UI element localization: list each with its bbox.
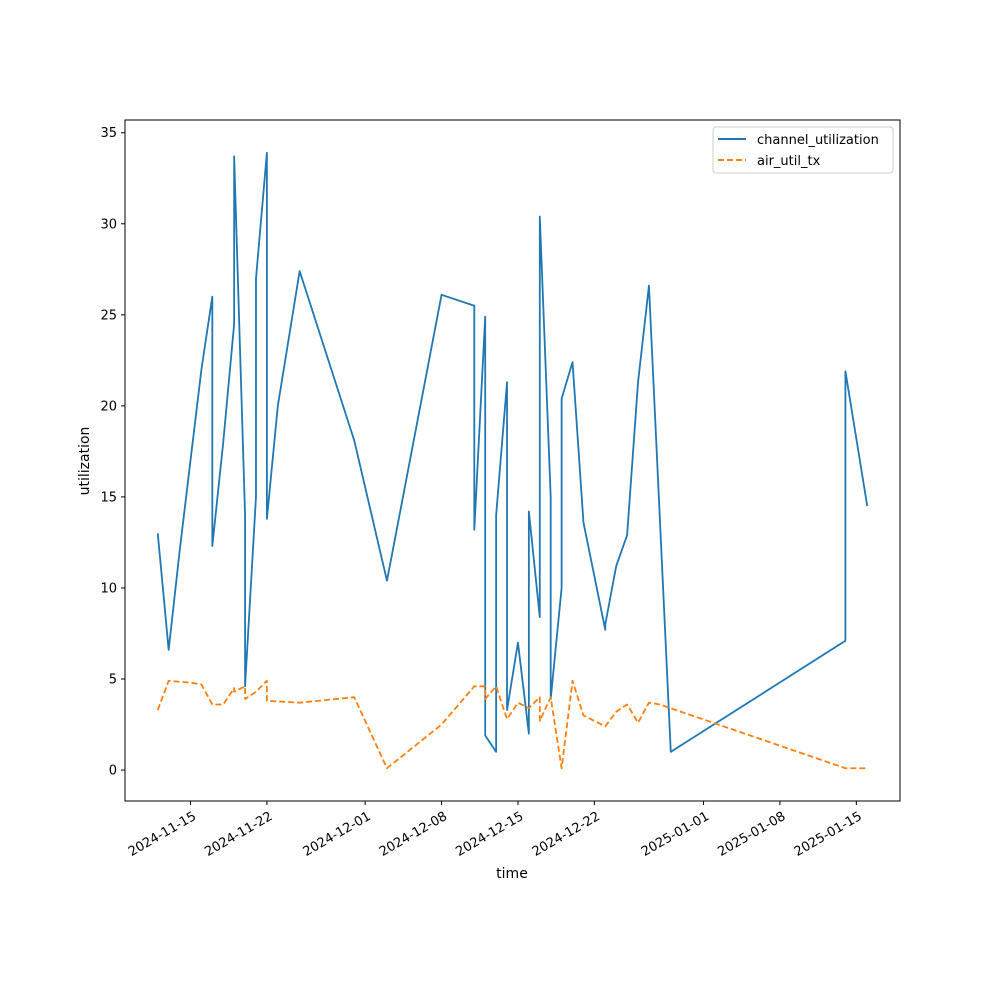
series-layer [156, 151, 869, 770]
plot-frame [124, 119, 901, 802]
y-tick-label: 5 [109, 673, 117, 688]
legend-label-channel-utilization: channel_utilization [757, 133, 879, 148]
y-axis-label: utilization [77, 427, 93, 496]
x-axis-label: time [496, 866, 528, 882]
legend-box [712, 126, 894, 174]
y-tick-label: 25 [100, 308, 117, 323]
y-tick-label: 15 [100, 490, 117, 505]
legend: channel_utilization air_util_tx [712, 126, 894, 174]
y-tick-label: 30 [100, 217, 117, 232]
y-tick-label: 35 [100, 126, 117, 141]
series-line-channel-utilization [156, 151, 869, 753]
y-axis: 0 5 10 15 20 25 30 35 [100, 126, 125, 779]
y-tick-label: 10 [100, 581, 117, 596]
series-line-air-util-tx [156, 679, 868, 770]
y-tick-label: 0 [109, 764, 117, 779]
legend-label-air-util-tx: air_util_tx [757, 154, 821, 169]
y-tick-label: 20 [100, 399, 117, 414]
